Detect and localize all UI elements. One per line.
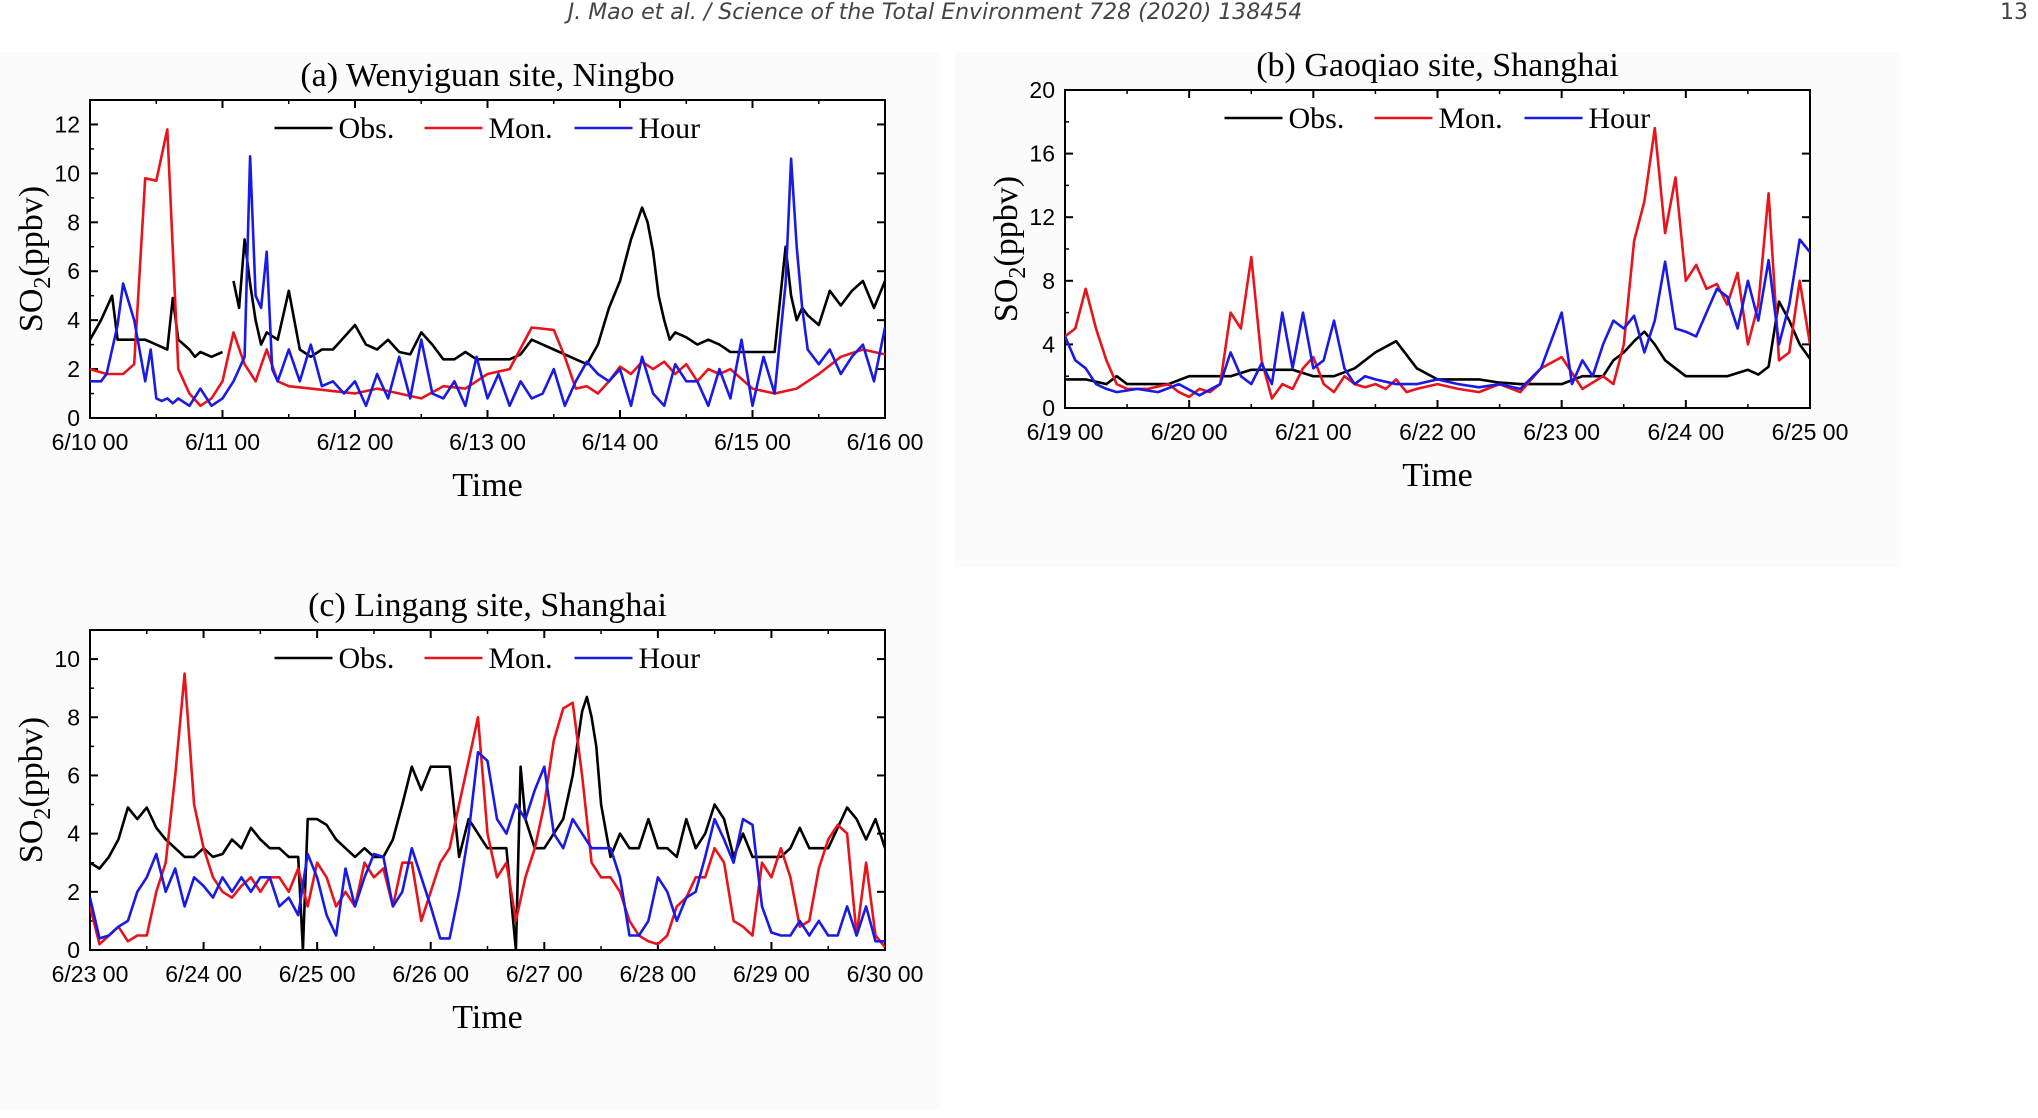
x-axis-label: Time xyxy=(452,467,523,504)
x-tick-label: 6/28 00 xyxy=(619,961,696,987)
chart-panel-gaoqiao: (b) Gaoqiao site, Shanghai 0 4 8 12 16 20 6/19 … xyxy=(955,47,1900,567)
y-tick-label: 6 xyxy=(67,258,80,284)
page-header: J. Mao et al. / Science of the Total Env… xyxy=(0,0,2038,30)
x-tick-label: 6/13 00 xyxy=(449,429,526,455)
x-tick-label: 6/29 00 xyxy=(733,961,810,987)
running-head: J. Mao et al. / Science of the Total Env… xyxy=(567,0,1303,25)
y-tick-label: 4 xyxy=(1042,331,1055,357)
series-line-mon xyxy=(1065,126,1810,400)
x-tick-label: 6/30 00 xyxy=(847,961,924,987)
legend-label-mon: Mon. xyxy=(1439,102,1503,135)
x-tick-label: 6/20 00 xyxy=(1151,419,1228,445)
legend-label-mon: Mon. xyxy=(489,642,553,675)
x-axis-label: Time xyxy=(452,999,523,1036)
y-axis-label: SO2(ppbv) xyxy=(13,186,56,332)
x-tick-label: 6/25 00 xyxy=(1772,419,1849,445)
series-line-obs xyxy=(1065,300,1810,386)
plot-frame xyxy=(89,99,886,419)
y-tick-label: 12 xyxy=(1029,204,1055,230)
series-line-obs xyxy=(90,206,885,366)
x-tick-label: 6/23 00 xyxy=(52,961,129,987)
x-tick-label: 6/12 00 xyxy=(317,429,394,455)
plot-frame xyxy=(89,629,886,951)
page-number: 13 xyxy=(2000,0,2028,25)
legend-label-obs: Obs. xyxy=(339,642,395,675)
series-line-obs xyxy=(90,695,885,950)
y-tick-label: 8 xyxy=(67,704,80,730)
x-tick-label: 6/23 00 xyxy=(1523,419,1600,445)
legend-label-mon: Mon. xyxy=(489,112,553,145)
x-tick-label: 6/22 00 xyxy=(1399,419,1476,445)
x-tick-label: 6/11 00 xyxy=(185,429,260,455)
x-tick-label: 6/24 00 xyxy=(1647,419,1724,445)
y-tick-label: 12 xyxy=(54,111,80,137)
x-axis-label: Time xyxy=(1402,457,1473,494)
y-tick-label: 0 xyxy=(1042,395,1055,421)
legend-label-hour: Hour xyxy=(1589,102,1651,135)
y-tick-label: 0 xyxy=(67,937,80,963)
y-tick-label: 20 xyxy=(1029,77,1055,103)
chart-panel-wenyiguan: (a) Wenyiguan site, Ningbo 0 2 4 6 8 10 12 6/10 … xyxy=(0,52,940,582)
chart-title: (a) Wenyiguan site, Ningbo xyxy=(300,57,674,94)
y-tick-label: 8 xyxy=(67,209,80,235)
legend-label-hour: Hour xyxy=(639,112,701,145)
legend-label-obs: Obs. xyxy=(1289,102,1345,135)
series-line-hour xyxy=(90,750,885,943)
y-axis-label: SO2(ppbv) xyxy=(988,176,1031,322)
x-tick-label: 6/14 00 xyxy=(582,429,659,455)
x-tick-label: 6/19 00 xyxy=(1027,419,1104,445)
chart-title: (c) Lingang site, Shanghai xyxy=(308,587,667,624)
series-line-hour xyxy=(1065,238,1810,397)
x-tick-label: 6/16 00 xyxy=(847,429,924,455)
chart-gaoqiao: (b) Gaoqiao site, Shanghai 0 4 8 12 16 20 6/19 … xyxy=(988,47,1849,494)
chart-panel-lingang: (c) Lingang site, Shanghai 0 2 4 6 8 10 6/23 00… xyxy=(0,580,940,1110)
series-line-mon xyxy=(90,672,885,948)
x-tick-label: 6/10 00 xyxy=(52,429,129,455)
plot-frame xyxy=(1064,89,1811,409)
y-tick-label: 4 xyxy=(67,307,80,333)
series-line-hour xyxy=(90,155,885,408)
legend-label-hour: Hour xyxy=(639,642,701,675)
chart-title: (b) Gaoqiao site, Shanghai xyxy=(1256,47,1619,84)
y-tick-label: 10 xyxy=(54,160,80,186)
y-axis-label: SO2(ppbv) xyxy=(13,717,56,863)
y-tick-label: 2 xyxy=(67,879,80,905)
y-tick-label: 10 xyxy=(54,646,80,672)
x-tick-label: 6/15 00 xyxy=(714,429,791,455)
chart-lingang: (c) Lingang site, Shanghai 0 2 4 6 8 10 6/23 00… xyxy=(13,587,924,1036)
legend-label-obs: Obs. xyxy=(339,112,395,145)
x-tick-label: 6/25 00 xyxy=(279,961,356,987)
y-tick-label: 2 xyxy=(67,356,80,382)
y-tick-label: 6 xyxy=(67,762,80,788)
chart-wenyiguan: (a) Wenyiguan site, Ningbo 0 2 4 6 8 10 12 6/10 … xyxy=(13,57,924,504)
y-tick-label: 0 xyxy=(67,405,80,431)
x-tick-label: 6/21 00 xyxy=(1275,419,1352,445)
x-tick-label: 6/24 00 xyxy=(165,961,242,987)
y-tick-label: 4 xyxy=(67,821,80,847)
y-tick-label: 8 xyxy=(1042,268,1055,294)
x-tick-label: 6/27 00 xyxy=(506,961,583,987)
x-tick-label: 6/26 00 xyxy=(392,961,469,987)
y-tick-label: 16 xyxy=(1029,141,1055,167)
